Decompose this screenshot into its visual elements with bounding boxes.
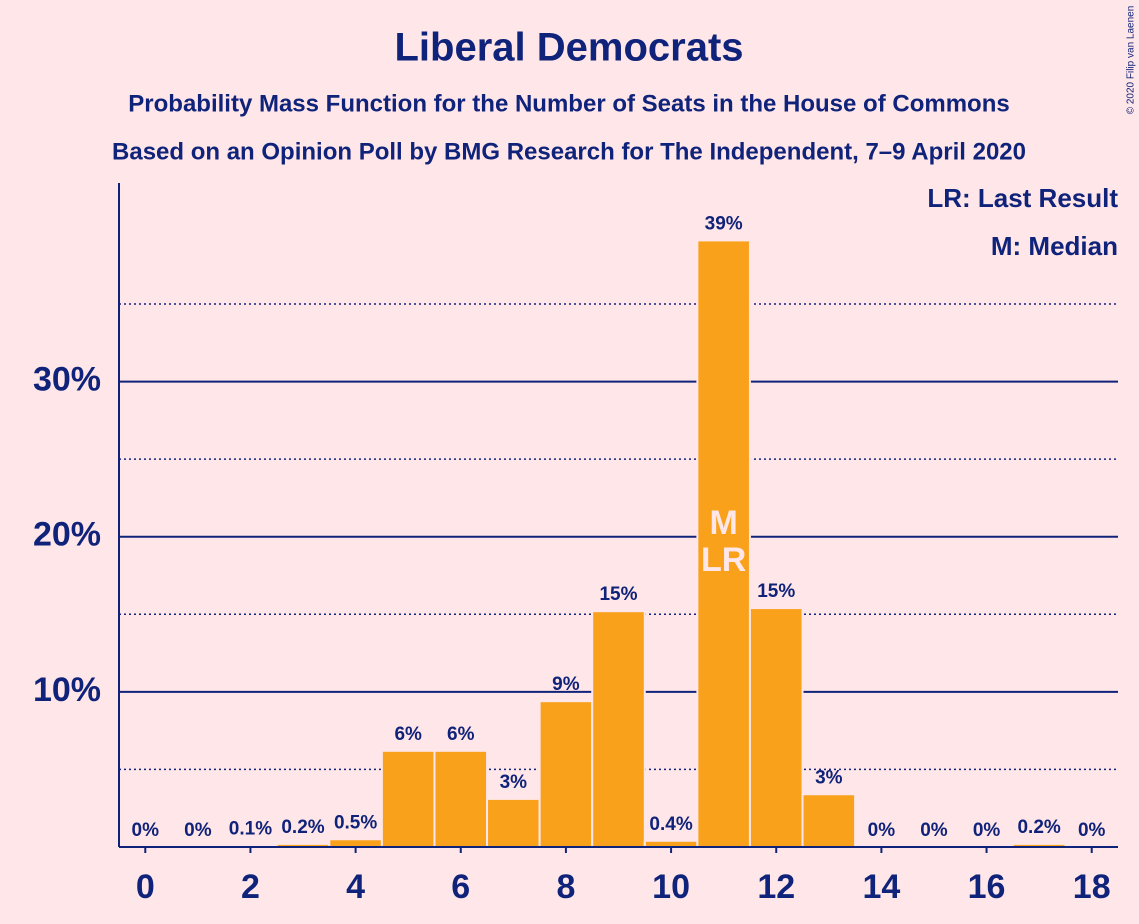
x-tick-label: 14 [862, 868, 900, 906]
x-tick-label: 4 [346, 868, 365, 906]
value-label: 15% [757, 581, 795, 602]
bar [591, 610, 646, 848]
value-label: 0% [1078, 820, 1106, 841]
bar [433, 749, 489, 849]
x-tick-label: 12 [757, 868, 795, 906]
bar [380, 749, 436, 849]
x-tick-label: 18 [1073, 868, 1111, 906]
value-label: 3% [815, 767, 843, 788]
annotation: LR [701, 541, 746, 579]
x-tick-label: 2 [241, 868, 260, 906]
value-label: 15% [599, 584, 637, 605]
bar [801, 793, 857, 848]
value-label: 9% [552, 674, 580, 695]
value-label: 6% [394, 724, 422, 745]
value-label: 0.5% [334, 812, 377, 833]
value-label: 0.2% [281, 817, 324, 838]
value-label: 0.4% [649, 814, 692, 835]
chart-subtitle: Probability Mass Function for the Number… [128, 90, 1009, 117]
credit: © 2020 Filip van Laenen [1126, 6, 1137, 115]
chart-subtitle: Based on an Opinion Poll by BMG Research… [112, 138, 1026, 165]
value-label: 0.2% [1017, 817, 1060, 838]
x-tick-label: 8 [556, 868, 575, 906]
legend-entry: LR: Last Result [927, 183, 1118, 213]
y-tick-label: 10% [33, 671, 101, 709]
value-label: 6% [447, 724, 475, 745]
x-tick-label: 6 [451, 868, 470, 906]
annotation: M [709, 504, 737, 542]
x-tick-label: 0 [136, 868, 155, 906]
value-label: 39% [705, 213, 743, 234]
chart-title: Liberal Democrats [394, 26, 743, 70]
legend-entry: M: Median [991, 231, 1118, 261]
value-label: 0% [132, 820, 160, 841]
bar [486, 797, 541, 849]
x-tick-label: 10 [652, 868, 690, 906]
y-tick-label: 30% [33, 361, 101, 399]
x-tick-label: 16 [968, 868, 1006, 906]
y-tick-label: 20% [33, 516, 101, 554]
bar [328, 838, 383, 848]
value-label: 3% [500, 772, 528, 793]
bar [538, 700, 594, 848]
value-label: 0% [868, 820, 896, 841]
bar [748, 607, 804, 848]
value-label: 0.1% [229, 818, 272, 839]
value-label: 0% [920, 820, 948, 841]
value-label: 0% [184, 820, 212, 841]
value-label: 0% [973, 820, 1001, 841]
